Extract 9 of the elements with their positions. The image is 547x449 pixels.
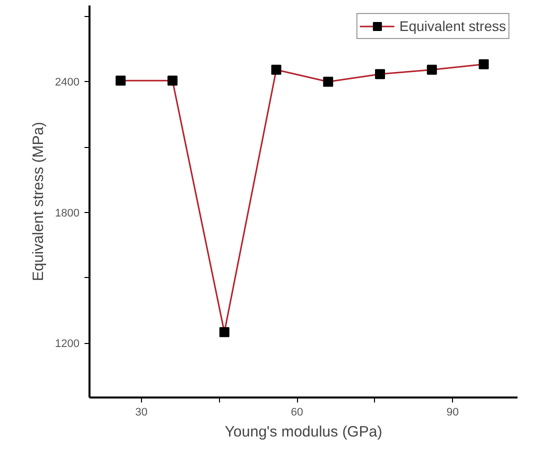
x-tick-label: 30 (135, 406, 148, 418)
y-tick-label: 1800 (55, 207, 80, 220)
x-tick-label: 60 (290, 406, 304, 418)
legend-label: Equivalent stress (399, 18, 506, 34)
x-tick-label: 90 (446, 406, 459, 418)
y-tick-label: 1200 (55, 338, 80, 350)
y-axis-title: Equivalent stress (MPa) (30, 122, 48, 282)
y-tick-label: 2400 (55, 76, 80, 89)
x-axis-title: Young's modulus (GPa) (224, 424, 382, 440)
